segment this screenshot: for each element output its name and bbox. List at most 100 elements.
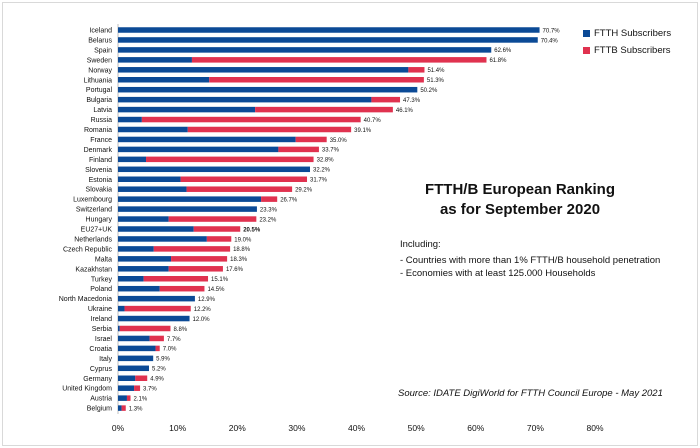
total-data-label: 18.3% (230, 257, 248, 263)
category-label: Poland (90, 286, 112, 293)
total-data-label: 4.9% (150, 377, 164, 383)
total-data-label: 20.5% (243, 227, 261, 233)
bar-ftth (118, 126, 188, 133)
bar-ftth (118, 325, 120, 332)
category-label: Serbia (92, 326, 112, 333)
bar-fttb (168, 216, 257, 222)
bar-ftth (118, 196, 262, 202)
bar-fttb (146, 156, 314, 163)
bar-ftth (118, 355, 154, 362)
bar-ftth (118, 256, 172, 262)
bar-ftth (118, 136, 296, 143)
total-data-label: 51.4% (427, 68, 445, 74)
total-data-label: 5.9% (156, 357, 170, 363)
legend-fttb: FTTB Subscribers (583, 45, 671, 56)
total-data-label: 19.0% (234, 237, 252, 243)
x-tick-label: 80% (586, 423, 603, 433)
category-label: Estonia (89, 177, 112, 184)
bar-ftth (118, 156, 147, 163)
chart-title-line-2: as for September 2020 (439, 201, 601, 218)
category-label: Sweden (87, 57, 112, 64)
bar-ftth (118, 345, 156, 352)
x-tick-label: 50% (408, 423, 425, 433)
bar-fttb (143, 276, 209, 282)
bar-ftth (118, 146, 279, 153)
category-label: Germany (83, 376, 112, 383)
category-label: Belarus (88, 37, 112, 44)
bar-ftth (118, 335, 150, 342)
total-data-label: 39.1% (354, 128, 372, 134)
category-label: Denmark (84, 147, 113, 154)
category-label: Slovakia (86, 187, 113, 194)
legend-label-ftth: FTTH Subscribers (594, 28, 672, 39)
category-label: Bulgaria (86, 97, 112, 104)
bar-fttb (126, 395, 131, 401)
bar-fttb (261, 196, 278, 202)
bar-fttb (206, 236, 232, 242)
category-label: North Macedonia (59, 296, 112, 303)
bar-ftth (118, 226, 194, 232)
x-tick-label: 60% (467, 423, 484, 433)
total-data-label: 29.2% (295, 188, 313, 194)
total-data-label: 46.1% (396, 108, 414, 114)
bar-ftth (118, 236, 207, 242)
total-data-label: 1.3% (129, 406, 143, 412)
bar-ftth (118, 315, 190, 322)
notes-heading: Including: (400, 239, 441, 250)
category-label: United Kingdom (62, 386, 112, 393)
total-data-label: 70.4% (541, 38, 559, 44)
category-label: Ukraine (88, 306, 112, 313)
total-data-label: 8.8% (173, 327, 187, 333)
category-label: Turkey (91, 276, 113, 283)
total-data-label: 12.9% (198, 297, 216, 303)
bar-ftth (118, 27, 540, 33)
bar-ftth (118, 176, 181, 182)
total-data-label: 33.7% (322, 148, 340, 154)
category-label: EU27+UK (81, 227, 113, 234)
bar-ftth (118, 216, 169, 222)
x-tick-label: 10% (169, 423, 186, 433)
legend-label-fttb: FTTB Subscribers (594, 45, 671, 56)
legend-ftth: FTTH Subscribers (583, 28, 671, 39)
bar-ftth (118, 77, 210, 83)
bar-fttb (121, 405, 126, 411)
bar-ftth (118, 246, 154, 252)
bar-ftth (118, 385, 135, 391)
bar-fttb (155, 345, 160, 352)
bar-fttb (159, 285, 205, 292)
total-data-label: 40.7% (364, 118, 382, 124)
bar-fttb (193, 226, 241, 232)
bar-fttb (191, 57, 487, 63)
bar-ftth (118, 67, 409, 73)
total-data-label: 62.6% (494, 48, 512, 54)
total-data-label: 12.0% (193, 317, 211, 323)
bar-fttb (119, 325, 171, 332)
bar-ftth (118, 375, 136, 381)
bar-ftth (118, 285, 160, 292)
category-label: Switzerland (76, 207, 112, 214)
total-data-label: 23.2% (259, 217, 277, 223)
bar-ftth (118, 86, 418, 93)
bar-ftth (118, 266, 169, 272)
legend-swatch-fttb (583, 47, 590, 54)
category-label: Romania (84, 127, 112, 134)
bar-fttb (180, 176, 308, 182)
bar-fttb (168, 266, 223, 272)
bar-fttb (186, 186, 293, 192)
bar-fttb (278, 146, 319, 153)
bar-fttb (149, 335, 164, 342)
category-label: Belgium (87, 406, 112, 413)
bar-fttb (124, 305, 191, 312)
bar-ftth (118, 37, 538, 43)
bar-ftth (118, 365, 150, 372)
category-label: Ireland (91, 316, 113, 323)
category-label: Latvia (93, 107, 112, 114)
category-label: Portugal (86, 87, 113, 94)
category-label: Norway (88, 67, 112, 74)
bar-ftth (118, 96, 372, 103)
chart-title-line-1: FTTH/B European Ranking (424, 181, 615, 198)
bar-fttb (187, 126, 352, 133)
bar-ftth (118, 395, 127, 401)
